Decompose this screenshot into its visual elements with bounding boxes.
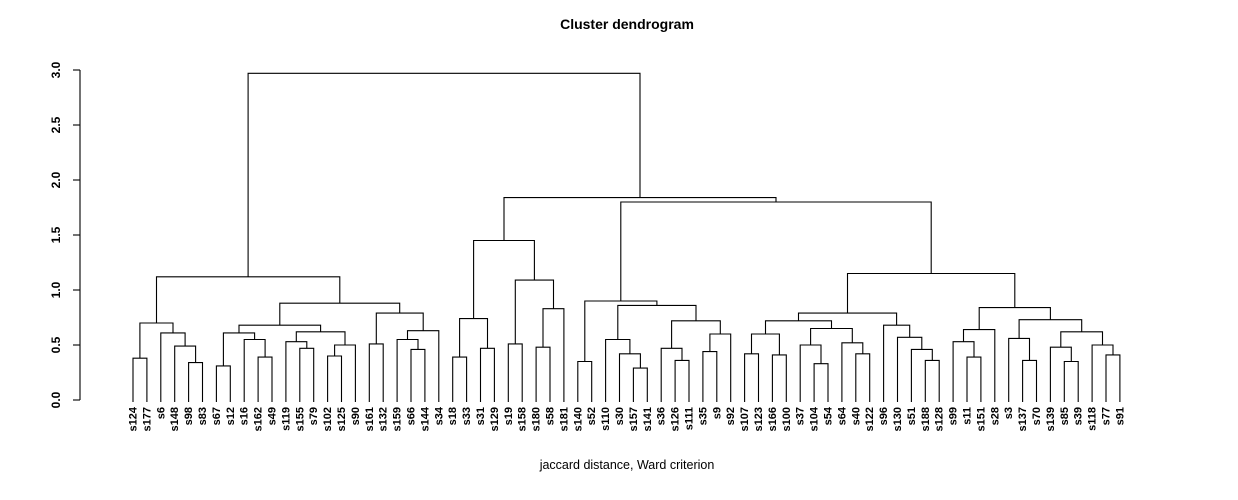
leaf-label-s66: s66: [406, 407, 418, 425]
leaf-label-s124: s124: [128, 406, 140, 431]
y-tick-label: 2.5: [49, 116, 63, 133]
y-tick-label: 1.5: [49, 226, 63, 243]
leaf-label-s54: s54: [823, 406, 835, 425]
leaf-label-s36: s36: [656, 407, 668, 425]
leaf-label-s110: s110: [600, 407, 612, 431]
leaf-label-s18: s18: [447, 407, 459, 425]
leaf-label-s11: s11: [962, 407, 974, 425]
leaf-label-s137: s137: [1017, 407, 1029, 431]
leaf-label-s104: s104: [809, 406, 821, 431]
y-tick-label: 3.0: [49, 61, 63, 78]
leaf-label-s129: s129: [489, 407, 501, 431]
dendrogram-tree: [132, 72, 1121, 402]
leaf-label-s128: s128: [934, 407, 946, 431]
leaf-label-s67: s67: [211, 407, 223, 425]
leaf-labels: s124 s177 s6 s148 s98 s83 s67 s12 s16 s162 s49 s119…: [128, 406, 1127, 431]
leaf-label-s6: s6: [155, 407, 167, 419]
leaf-label-s33: s33: [461, 407, 473, 425]
leaf-label-s31: s31: [475, 407, 487, 425]
leaf-label-s118: s118: [1087, 407, 1099, 431]
leaf-label-s37: s37: [795, 407, 807, 425]
leaf-label-s91: s91: [1114, 407, 1126, 425]
leaf-label-s151: s151: [975, 407, 987, 431]
leaf-label-s51: s51: [906, 407, 918, 425]
y-axis: 0.0 0.5 1.0 1.5 2.0 2.5 3.0: [49, 61, 81, 408]
y-tick-label: 0.0: [49, 391, 63, 408]
leaf-label-s9: s9: [711, 407, 723, 419]
leaf-label-s119: s119: [280, 407, 292, 431]
leaf-label-s35: s35: [697, 407, 709, 425]
y-tick-label: 1.0: [49, 281, 63, 298]
leaf-label-s19: s19: [503, 407, 515, 425]
leaf-label-s188: s188: [920, 407, 932, 431]
leaf-label-s83: s83: [197, 407, 209, 425]
leaf-label-s155: s155: [294, 407, 306, 431]
leaf-label-s111: s111: [684, 407, 696, 430]
leaf-label-s39: s39: [1073, 407, 1085, 425]
leaf-label-s107: s107: [739, 407, 751, 431]
leaf-label-s148: s148: [169, 407, 181, 431]
leaf-label-s92: s92: [725, 407, 737, 425]
leaf-label-s180: s180: [531, 407, 543, 431]
leaf-label-s166: s166: [767, 407, 779, 431]
leaf-label-s3: s3: [1003, 407, 1015, 419]
leaf-label-s98: s98: [183, 407, 195, 425]
leaf-label-s30: s30: [614, 407, 626, 425]
y-tick-label: 0.5: [49, 336, 63, 353]
leaf-label-s140: s140: [572, 407, 584, 431]
dendrogram-links: [132, 72, 1121, 402]
leaf-label-s99: s99: [948, 407, 960, 425]
chart-title: Cluster dendrogram: [560, 16, 694, 32]
x-axis-label: jaccard distance, Ward criterion: [539, 458, 715, 472]
leaf-label-s49: s49: [267, 407, 279, 425]
leaf-label-s181: s181: [558, 407, 570, 431]
leaf-label-s141: s141: [642, 407, 654, 431]
leaf-label-s28: s28: [989, 407, 1001, 425]
leaf-label-s16: s16: [239, 407, 251, 425]
leaf-label-s162: s162: [253, 407, 265, 431]
leaf-label-s139: s139: [1045, 407, 1057, 431]
leaf-label-s177: s177: [141, 407, 153, 431]
leaf-label-s96: s96: [878, 407, 890, 425]
leaf-label-s100: s100: [781, 407, 793, 431]
leaf-label-s12: s12: [225, 407, 237, 425]
leaf-label-s102: s102: [322, 407, 334, 431]
leaf-label-s90: s90: [350, 407, 362, 425]
leaf-label-s123: s123: [753, 407, 765, 431]
leaf-label-s122: s122: [864, 407, 876, 431]
leaf-label-s85: s85: [1059, 407, 1071, 425]
leaf-label-s79: s79: [308, 407, 320, 425]
leaf-label-s58: s58: [545, 407, 557, 425]
leaf-label-s125: s125: [336, 407, 348, 431]
leaf-label-s40: s40: [850, 407, 862, 425]
leaf-label-s158: s158: [517, 407, 529, 431]
leaf-label-s130: s130: [892, 407, 904, 431]
leaf-label-s132: s132: [378, 407, 390, 431]
leaf-label-s52: s52: [586, 407, 598, 425]
leaf-label-s77: s77: [1101, 407, 1113, 425]
leaf-label-s34: s34: [433, 406, 445, 425]
y-tick-label: 2.0: [49, 171, 63, 188]
leaf-label-s70: s70: [1031, 407, 1043, 425]
leaf-label-s157: s157: [628, 407, 640, 431]
leaf-label-s161: s161: [364, 407, 376, 431]
leaf-label-s159: s159: [392, 407, 404, 431]
leaf-label-s144: s144: [419, 406, 431, 431]
leaf-label-s64: s64: [836, 406, 848, 425]
leaf-label-s126: s126: [670, 407, 682, 431]
